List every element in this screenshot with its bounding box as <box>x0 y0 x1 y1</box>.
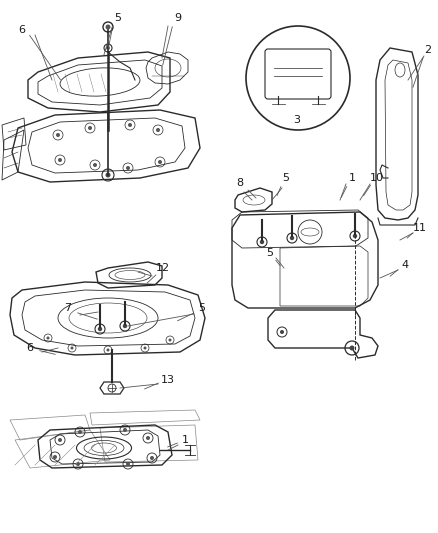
Circle shape <box>76 462 80 466</box>
Circle shape <box>88 126 92 130</box>
Text: 6: 6 <box>18 25 25 35</box>
Circle shape <box>280 330 284 334</box>
Text: 9: 9 <box>174 13 182 23</box>
Circle shape <box>290 236 294 240</box>
Text: 3: 3 <box>293 115 300 125</box>
Text: 5: 5 <box>283 173 290 183</box>
Circle shape <box>58 158 62 162</box>
Text: 2: 2 <box>424 45 431 55</box>
Text: 11: 11 <box>413 223 427 233</box>
Circle shape <box>169 338 172 342</box>
Text: 13: 13 <box>161 375 175 385</box>
Text: 5: 5 <box>266 248 273 258</box>
Text: 1: 1 <box>181 435 188 445</box>
Text: 10: 10 <box>370 173 384 183</box>
Circle shape <box>158 160 162 164</box>
Text: 7: 7 <box>64 303 71 313</box>
Circle shape <box>106 173 110 177</box>
Circle shape <box>146 436 150 440</box>
Circle shape <box>46 336 49 340</box>
Circle shape <box>56 133 60 137</box>
Circle shape <box>58 438 62 442</box>
Circle shape <box>126 462 130 466</box>
Circle shape <box>123 324 127 328</box>
Circle shape <box>106 349 110 351</box>
Text: 12: 12 <box>156 263 170 273</box>
Circle shape <box>71 346 74 350</box>
Text: 4: 4 <box>402 260 409 270</box>
Circle shape <box>150 456 154 460</box>
Circle shape <box>126 166 130 170</box>
Text: 6: 6 <box>27 343 33 353</box>
Text: 5: 5 <box>198 303 205 313</box>
Circle shape <box>78 430 82 434</box>
Circle shape <box>144 346 146 350</box>
Circle shape <box>123 428 127 432</box>
Text: 8: 8 <box>237 178 244 188</box>
Text: 1: 1 <box>349 173 356 183</box>
Circle shape <box>106 46 110 50</box>
Circle shape <box>53 455 57 459</box>
Circle shape <box>98 327 102 331</box>
Circle shape <box>106 25 110 29</box>
Circle shape <box>260 240 264 244</box>
Circle shape <box>128 123 132 127</box>
Circle shape <box>156 128 160 132</box>
Circle shape <box>93 163 97 167</box>
Circle shape <box>350 345 354 351</box>
Text: 5: 5 <box>114 13 121 23</box>
Circle shape <box>353 234 357 238</box>
